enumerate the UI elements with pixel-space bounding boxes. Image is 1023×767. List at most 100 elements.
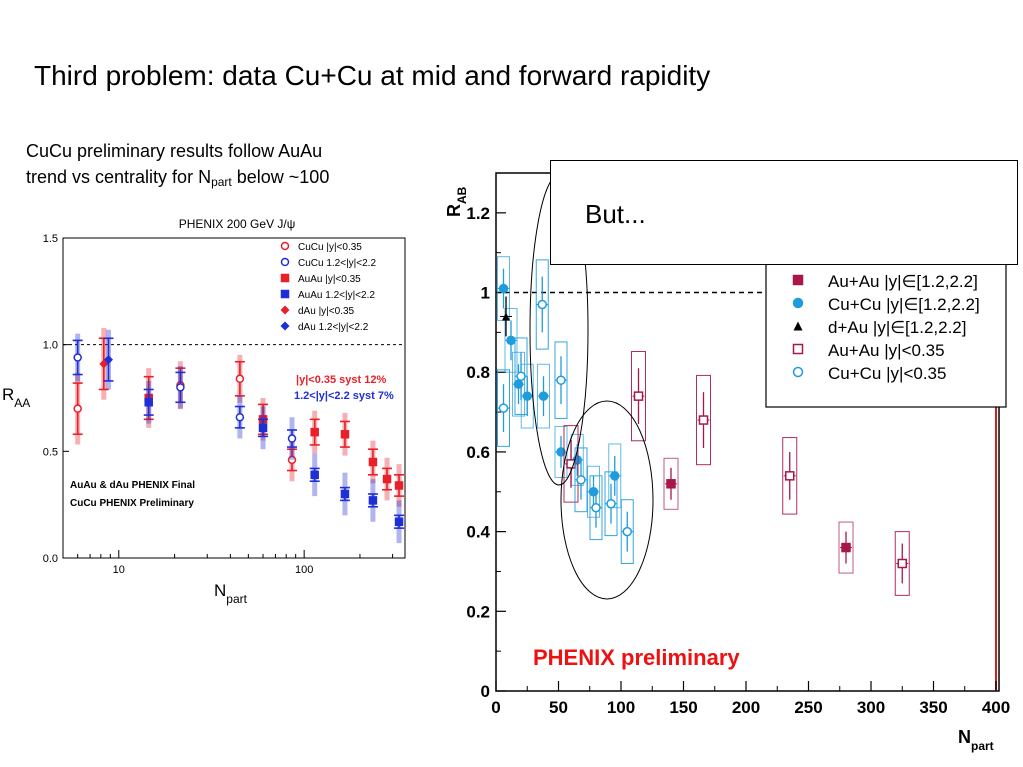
right-legend-label: d+Au |y|∈[1.2,2.2] xyxy=(828,318,966,337)
left-legend-label: dAu 1.2<|y|<2.2 xyxy=(298,322,369,333)
right-x-axis-label: Npart xyxy=(958,727,994,753)
right-x-label-sub: part xyxy=(971,739,994,753)
right-data-point xyxy=(498,403,509,413)
right-syst-box xyxy=(631,351,646,442)
right-legend-label: Au+Au |y|∈[1.2,2.2] xyxy=(828,272,978,291)
intro-line-2-subscript: part xyxy=(211,175,232,189)
left-data-point xyxy=(73,404,82,413)
right-legend-marker xyxy=(792,343,804,355)
right-y-tick-label: 0.4 xyxy=(466,523,490,542)
left-x-label-main: N xyxy=(214,581,226,600)
left-legend-label: CuCu 1.2<|y|<2.2 xyxy=(298,258,376,269)
right-data-point xyxy=(591,502,601,513)
right-chart: 0 0.2 0.4 0.6 0.8 1 1.2 0 50 100 150 200 250 300 350 40… xyxy=(444,172,1010,753)
right-data-point xyxy=(516,371,526,381)
right-data-point xyxy=(622,526,632,537)
right-y-tick-label: 0.6 xyxy=(466,443,490,462)
left-data-point xyxy=(258,423,268,433)
left-legend-label: AuAu 1.2<|y|<2.2 xyxy=(298,290,375,301)
right-x-tick-label: 50 xyxy=(549,698,568,717)
right-x-tick-label: 250 xyxy=(794,698,822,717)
left-legend-marker xyxy=(280,289,290,299)
left-legend-marker xyxy=(280,241,290,251)
callout-text: But... xyxy=(585,199,646,229)
left-data-point xyxy=(340,489,350,499)
intro-line-1: CuCu preliminary results follow AuAu xyxy=(26,141,323,161)
left-data-point xyxy=(235,374,245,384)
right-x-tick-label: 0 xyxy=(491,698,500,717)
left-legend-label: dAu |y|<0.35 xyxy=(298,306,355,317)
left-legend-label: CuCu |y|<0.35 xyxy=(298,242,362,253)
left-syst-label-mid: |y|<0.35 syst 12% xyxy=(296,374,386,386)
right-legend-marker xyxy=(793,321,803,331)
right-legend-marker xyxy=(792,366,804,378)
right-data-point xyxy=(537,299,547,310)
left-chart: PHENIX 200 GeV J/ψ 0.0 0.5 1.0 1.5 10 100 RAA… xyxy=(2,217,406,606)
right-legend-marker xyxy=(792,274,804,286)
right-x-label-main: N xyxy=(958,727,971,747)
left-data-point xyxy=(235,412,245,422)
left-syst-label-fwd: 1.2<|y|<2.2 syst 7% xyxy=(294,390,394,402)
intro-line-2: trend vs centrality for Npart below ~100 xyxy=(26,164,329,195)
right-legend: Au+Au |y|∈[1.2,2.2] Cu+Cu |y|∈[1.2,2.2] d+… xyxy=(765,262,1007,408)
left-chart-title: PHENIX 200 GeV J/ψ xyxy=(179,217,296,231)
left-x-tick-label: 100 xyxy=(295,564,313,576)
right-data-point xyxy=(538,391,549,401)
callout-box: But... xyxy=(550,160,1018,265)
right-x-tick-label: 100 xyxy=(607,698,635,717)
right-data-point xyxy=(841,542,851,553)
right-syst-box xyxy=(782,437,798,515)
left-data-point xyxy=(310,470,319,480)
left-data-point xyxy=(368,457,378,467)
right-syst-box xyxy=(894,531,910,596)
left-legend-marker xyxy=(280,305,290,315)
right-data-point xyxy=(556,375,566,385)
right-legend-marker xyxy=(792,297,804,309)
right-data-point xyxy=(556,447,566,457)
right-legend-box xyxy=(765,262,1007,408)
right-data-point xyxy=(506,335,516,346)
right-y-label-sub: AB xyxy=(455,186,469,204)
left-y-axis-label: RAA xyxy=(2,385,30,410)
right-x-tick-label: 400 xyxy=(982,698,1010,717)
right-x-tick-label: 150 xyxy=(669,698,697,717)
highlight-ellipse-2 xyxy=(560,400,654,600)
left-data-point xyxy=(144,398,153,407)
left-data-point xyxy=(310,427,319,437)
right-legend-label: Cu+Cu |y|<0.35 xyxy=(828,364,946,383)
left-x-label-sub: part xyxy=(226,592,247,606)
right-syst-box xyxy=(838,521,854,574)
left-legend-marker xyxy=(280,257,290,267)
right-x-tick-label: 200 xyxy=(732,698,760,717)
right-syst-box xyxy=(696,374,711,466)
left-y-tick-label: 1.5 xyxy=(43,233,58,245)
right-y-tick-label: 0.2 xyxy=(466,602,490,621)
slide-title: Third problem: data Cu+Cu at mid and for… xyxy=(34,60,711,91)
left-y-label-sub: AA xyxy=(14,396,30,410)
left-data-point xyxy=(394,517,404,526)
left-annotation-line-2: CuCu PHENIX Preliminary xyxy=(70,498,194,509)
left-data-point xyxy=(176,383,185,392)
right-y-tick-label: 1.2 xyxy=(466,204,490,223)
right-data-point xyxy=(698,415,709,425)
left-legend-marker xyxy=(280,273,290,283)
intro-line-2-text: trend vs centrality for N xyxy=(26,167,212,187)
left-legend-label: AuAu |y|<0.35 xyxy=(298,274,361,285)
right-data-point xyxy=(498,283,509,294)
right-y-tick-label: 1 xyxy=(481,284,490,303)
left-legend: CuCu |y|<0.35 CuCu 1.2<|y|<2.2 AuAu |y|<0.… xyxy=(280,241,376,333)
right-x-tick-label: 350 xyxy=(919,698,947,717)
left-data-point xyxy=(368,496,378,505)
right-data-point xyxy=(897,558,907,569)
right-x-tick-label: 300 xyxy=(857,698,885,717)
left-plot-frame xyxy=(62,237,406,559)
left-x-tick-label: 10 xyxy=(113,564,125,576)
right-data-point xyxy=(633,391,644,401)
left-y-tick-label: 0.0 xyxy=(43,553,58,565)
left-data-point xyxy=(73,353,82,362)
intro-text: CuCu preliminary results follow AuAu tre… xyxy=(26,138,329,195)
right-y-axis-label: RAB xyxy=(444,186,469,217)
right-data-point xyxy=(606,498,616,509)
right-data-point xyxy=(666,479,676,489)
right-data-point xyxy=(785,471,795,481)
